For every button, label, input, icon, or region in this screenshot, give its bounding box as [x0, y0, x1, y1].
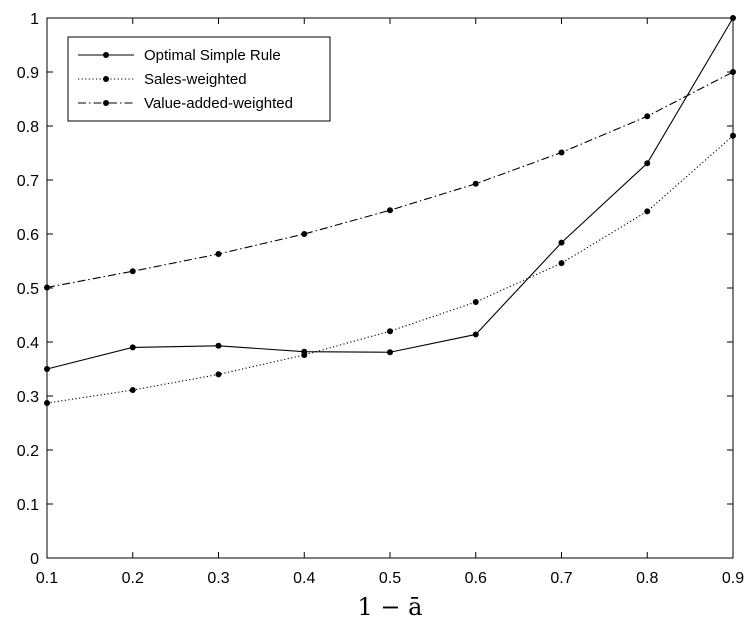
ticks-layer: 0 0.1 0.2 0.3 0.4 0.5 0.6 0.7 0.8 0.9 1 0.1 0.2 0.3 0.… — [17, 11, 744, 587]
data-point — [644, 208, 651, 215]
legend: Optimal Simple Rule Sales-weighted Value-a… — [67, 36, 331, 122]
x-tick-label: 0.9 — [722, 570, 744, 587]
data-point — [387, 207, 393, 214]
x-tick-label: 0.6 — [465, 570, 487, 587]
y-tick-label: 0.3 — [17, 389, 39, 406]
y-tick-label: 0.5 — [17, 281, 39, 298]
y-tick-label: 0 — [30, 551, 39, 568]
y-tick-label: 1 — [30, 11, 39, 28]
series-line-2 — [46, 135, 734, 404]
series-layer — [44, 15, 736, 407]
data-point — [387, 349, 393, 356]
y-tick-label: 0.1 — [17, 497, 39, 514]
data-point — [472, 180, 479, 187]
data-point — [129, 268, 136, 275]
legend-marker — [103, 76, 109, 82]
data-point — [558, 239, 565, 246]
y-tick-label: 0.4 — [17, 335, 39, 352]
data-point — [387, 328, 393, 335]
data-point — [472, 331, 479, 338]
data-point — [44, 284, 50, 291]
data-point — [558, 260, 565, 267]
data-point — [215, 342, 222, 349]
x-tick-label: 0.8 — [636, 570, 658, 587]
data-point — [644, 160, 651, 167]
y-tick-label: 0.2 — [17, 443, 39, 460]
series-line-3 — [46, 71, 734, 289]
data-point — [129, 344, 136, 351]
data-point — [215, 371, 222, 378]
data-point — [472, 299, 479, 306]
x-tick-label: 0.5 — [379, 570, 401, 587]
data-point — [44, 400, 50, 407]
data-point — [215, 250, 222, 257]
data-point — [644, 113, 651, 120]
x-tick-label: 0.7 — [550, 570, 572, 587]
y-tick-label: 0.9 — [17, 65, 39, 82]
y-tick-label: 0.8 — [17, 119, 39, 136]
data-point — [730, 132, 736, 139]
x-tick-label: 0.1 — [36, 570, 58, 587]
data-point — [301, 351, 308, 358]
legend-label-2: Sales-weighted — [144, 71, 247, 88]
x-tick-label: 0.3 — [207, 570, 229, 587]
y-tick-label: 0.6 — [17, 227, 39, 244]
data-point — [301, 231, 308, 237]
data-point — [129, 387, 136, 394]
y-tick-label: 0.7 — [17, 173, 39, 190]
data-point — [44, 366, 50, 372]
x-axis-label: 1 − ā — [358, 593, 423, 621]
data-point — [558, 149, 565, 156]
x-tick-label: 0.4 — [293, 570, 315, 587]
legend-label-1: Optimal Simple Rule — [144, 47, 281, 64]
legend-marker — [103, 52, 109, 58]
x-tick-label: 0.2 — [122, 570, 144, 587]
legend-marker — [103, 100, 109, 106]
legend-label-3: Value-added-weighted — [144, 95, 293, 112]
legend-box — [67, 36, 331, 122]
